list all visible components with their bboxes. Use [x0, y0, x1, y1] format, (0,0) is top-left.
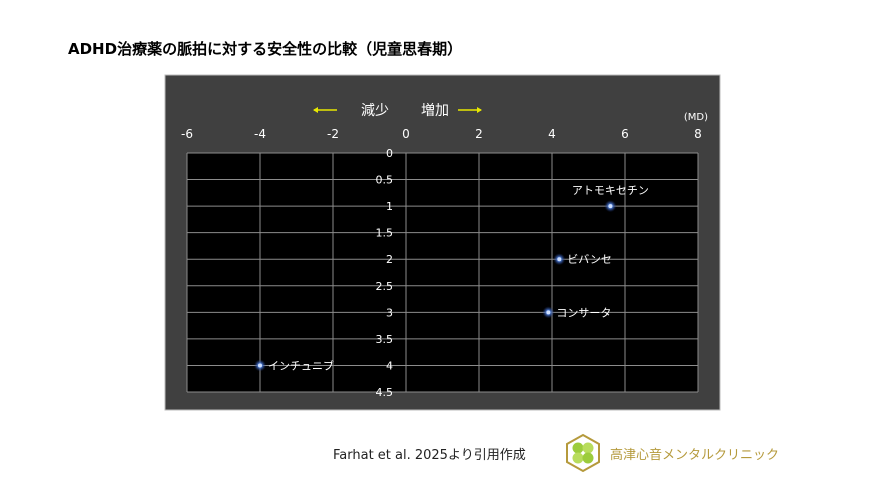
data-label: インチュニブ: [268, 358, 334, 372]
y-tick-label: 0: [386, 147, 393, 160]
increase-label: 増加: [421, 103, 449, 119]
y-tick-label: 0.5: [376, 174, 394, 187]
x-tick-label: 0: [402, 127, 410, 141]
data-label: コンサータ: [556, 306, 611, 319]
page-title: ADHD治療薬の脈拍に対する安全性の比較（児童思春期）: [68, 40, 463, 58]
y-tick-label: 1: [386, 200, 393, 213]
x-tick-label: -2: [327, 127, 339, 141]
y-tick-label: 4: [386, 359, 393, 372]
x-tick-label: -4: [254, 127, 266, 141]
y-tick-label: 2.5: [376, 280, 394, 293]
data-label: アトモキセチン: [572, 184, 649, 197]
y-tick-label: 3: [386, 306, 393, 319]
clinic-name: 高津心音メンタルクリニック: [610, 448, 780, 463]
data-point-core: [608, 204, 613, 209]
y-tick-label: 4.5: [376, 386, 394, 399]
left-arrowhead-icon: [313, 107, 318, 113]
right-arrowhead-icon: [477, 107, 482, 113]
data-point-core: [557, 257, 562, 262]
clinic-logo-icon: [566, 433, 600, 473]
data-point-core: [258, 363, 262, 368]
source-citation: Farhat et al. 2025より引用作成: [333, 448, 526, 463]
x-unit-label: (MD): [684, 112, 708, 123]
x-tick-label: 2: [475, 127, 483, 141]
x-tick-label: -6: [181, 127, 193, 141]
plot-area: [187, 153, 698, 392]
y-tick-label: 3.5: [376, 333, 394, 346]
data-point-core: [546, 310, 551, 315]
decrease-label: 減少: [361, 102, 389, 119]
x-tick-label: 6: [621, 127, 629, 141]
y-tick-label: 2: [386, 253, 393, 266]
direction-annotation: 減少 増加: [313, 102, 482, 119]
y-tick-label: 1.5: [376, 227, 394, 240]
x-tick-label: 8: [694, 127, 702, 141]
data-label: ビバンセ: [567, 253, 612, 266]
x-tick-label: 4: [548, 127, 556, 141]
